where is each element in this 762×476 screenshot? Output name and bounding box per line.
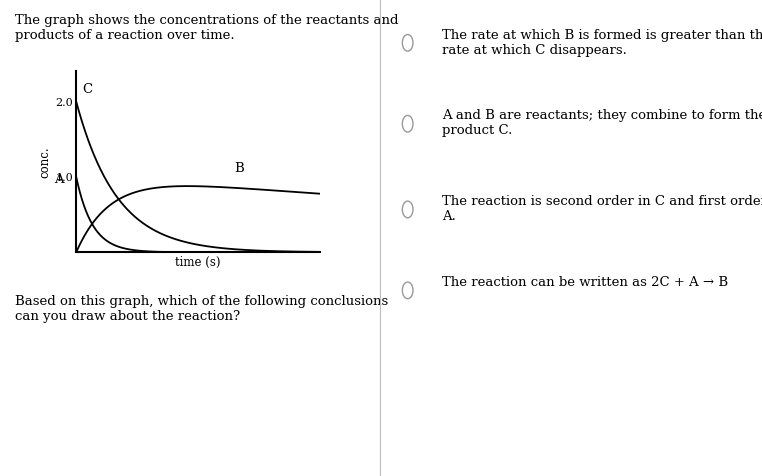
X-axis label: time (s): time (s)	[175, 257, 221, 269]
Text: The reaction is second order in C and first order in
A.: The reaction is second order in C and fi…	[442, 195, 762, 223]
Text: B: B	[235, 162, 245, 176]
Text: The graph shows the concentrations of the reactants and
products of a reaction o: The graph shows the concentrations of th…	[15, 14, 399, 42]
Text: The rate at which B is formed is greater than the
rate at which C disappears.: The rate at which B is formed is greater…	[442, 29, 762, 57]
Text: A and B are reactants; they combine to form the
product C.: A and B are reactants; they combine to f…	[442, 109, 762, 138]
Text: C: C	[82, 82, 92, 96]
Text: The reaction can be written as 2C + A → B: The reaction can be written as 2C + A → …	[442, 276, 728, 289]
Text: Based on this graph, which of the following conclusions
can you draw about the r: Based on this graph, which of the follow…	[15, 295, 389, 323]
Y-axis label: conc.: conc.	[39, 146, 52, 178]
Text: A: A	[54, 173, 64, 186]
